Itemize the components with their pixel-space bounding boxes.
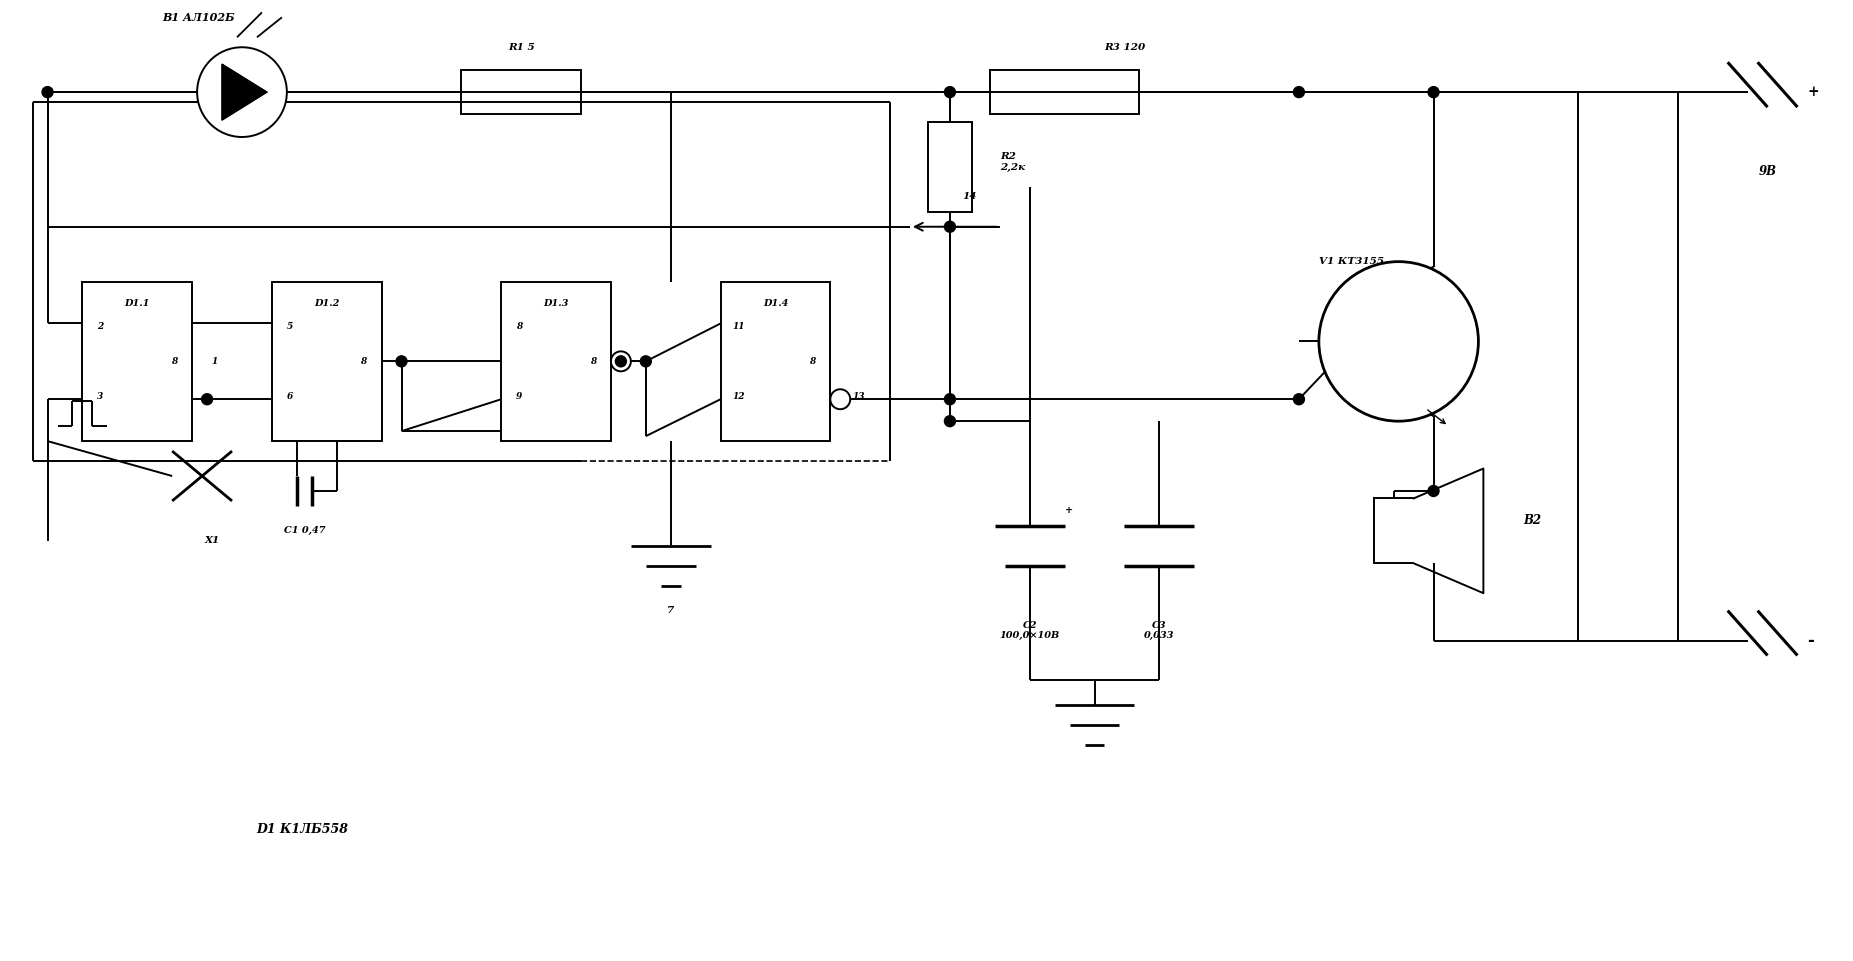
Circle shape [1293, 86, 1305, 98]
Circle shape [1429, 485, 1440, 497]
Circle shape [945, 86, 956, 98]
Text: 11: 11 [732, 322, 745, 331]
Text: 8: 8 [589, 357, 597, 366]
Circle shape [945, 221, 956, 233]
Text: B1 АЛ102Б: B1 АЛ102Б [163, 12, 235, 23]
Text: D1.3: D1.3 [543, 299, 569, 308]
Circle shape [202, 394, 213, 405]
Text: 7: 7 [667, 606, 674, 615]
Polygon shape [1414, 469, 1484, 593]
Text: 9: 9 [515, 392, 523, 401]
Bar [928, 122, 971, 211]
Circle shape [615, 356, 626, 367]
Text: B2: B2 [1523, 514, 1542, 528]
Circle shape [1429, 86, 1440, 98]
Text: R1 5: R1 5 [508, 42, 534, 52]
Bar [721, 282, 830, 441]
Bar [1373, 499, 1414, 563]
Circle shape [196, 47, 287, 137]
Text: V1 КТ3155: V1 КТ3155 [1319, 258, 1384, 266]
Text: 13: 13 [852, 392, 865, 401]
Text: D1 К1ЛБ558: D1 К1ЛБ558 [256, 824, 348, 836]
Text: +: + [1065, 506, 1073, 515]
Text: C2
100,0×10В: C2 100,0×10В [999, 621, 1060, 640]
Bar [990, 70, 1140, 114]
Text: D1.1: D1.1 [124, 299, 150, 308]
Text: X1: X1 [204, 536, 221, 545]
Text: 9В: 9В [1758, 165, 1777, 179]
Circle shape [945, 416, 956, 427]
Text: 2: 2 [96, 322, 104, 331]
Circle shape [43, 86, 54, 98]
Circle shape [1293, 394, 1305, 405]
Text: 8: 8 [170, 357, 178, 366]
Text: 4: 4 [400, 357, 406, 366]
Circle shape [1319, 261, 1479, 421]
Circle shape [641, 356, 650, 367]
Bar [272, 282, 382, 441]
Bar [461, 70, 582, 114]
Text: R2
2,2к: R2 2,2к [1001, 152, 1025, 172]
Text: C1 0,47: C1 0,47 [284, 527, 324, 535]
Circle shape [945, 394, 956, 405]
Text: 8: 8 [810, 357, 815, 366]
Text: 5: 5 [287, 322, 293, 331]
Bar [82, 282, 193, 441]
Text: +: + [1807, 86, 1820, 99]
Text: C3
0,033: C3 0,033 [1143, 621, 1175, 640]
Polygon shape [222, 64, 267, 120]
Text: 1: 1 [211, 357, 217, 366]
Text: 12: 12 [732, 392, 745, 401]
Text: D1.2: D1.2 [313, 299, 339, 308]
Text: 8: 8 [515, 322, 523, 331]
Text: 14: 14 [962, 192, 977, 201]
Bar [500, 282, 611, 441]
Text: 3: 3 [96, 392, 104, 401]
Text: R3 120: R3 120 [1104, 42, 1145, 52]
Text: 6: 6 [287, 392, 293, 401]
Text: -: - [1807, 632, 1814, 649]
Text: 8: 8 [361, 357, 367, 366]
Text: D1.4: D1.4 [763, 299, 788, 308]
Circle shape [397, 356, 408, 367]
